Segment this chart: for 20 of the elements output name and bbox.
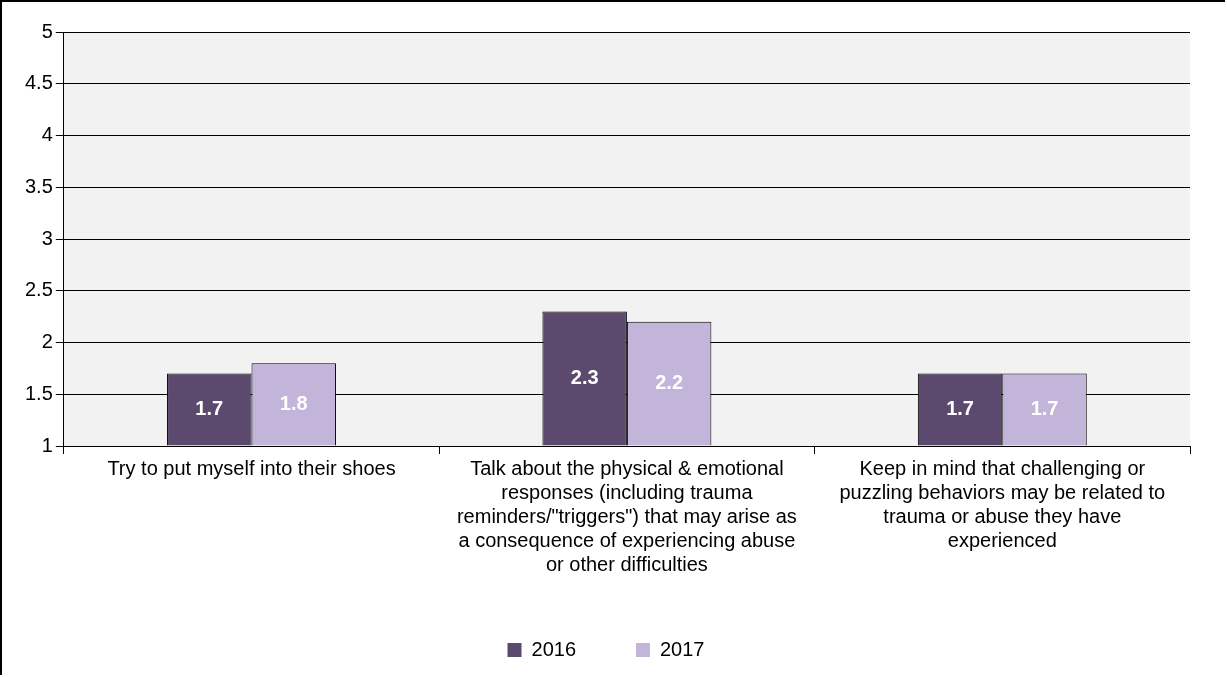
data-label: 1.7	[195, 397, 224, 420]
y-tick-label: 2	[41, 330, 53, 353]
y-tick-label: 5	[41, 19, 53, 42]
legend-label: 2016	[531, 637, 577, 660]
y-tick-label: 4.5	[24, 71, 53, 94]
legend-label: 2017	[660, 637, 705, 660]
data-label: 2.3	[570, 365, 599, 388]
y-tick-label: 3.5	[24, 174, 53, 197]
y-tick-label: 4	[41, 123, 53, 146]
y-tick-label: 1.5	[24, 381, 53, 404]
y-tick-label: 2.5	[24, 278, 53, 301]
x-tick-label: Keep in mind that challenging or puzzling behaviors may be related to trauma or abuse they have experienced	[839, 456, 1166, 551]
x-tick-label: Talk about the physical & emotional responses (including trauma reminders/"triggers") that may arise as a consequence of experiencing abuse or other difficulties	[456, 456, 797, 575]
data-label: 1.7	[946, 397, 974, 420]
y-tick-label: 1	[41, 433, 53, 456]
x-tick-label: Try to put myself into their shoes	[107, 456, 396, 479]
y-tick-label: 3	[41, 226, 53, 249]
data-label: 2.2	[655, 371, 684, 394]
data-label: 1.8	[279, 391, 308, 414]
data-label: 1.7	[1030, 397, 1059, 420]
